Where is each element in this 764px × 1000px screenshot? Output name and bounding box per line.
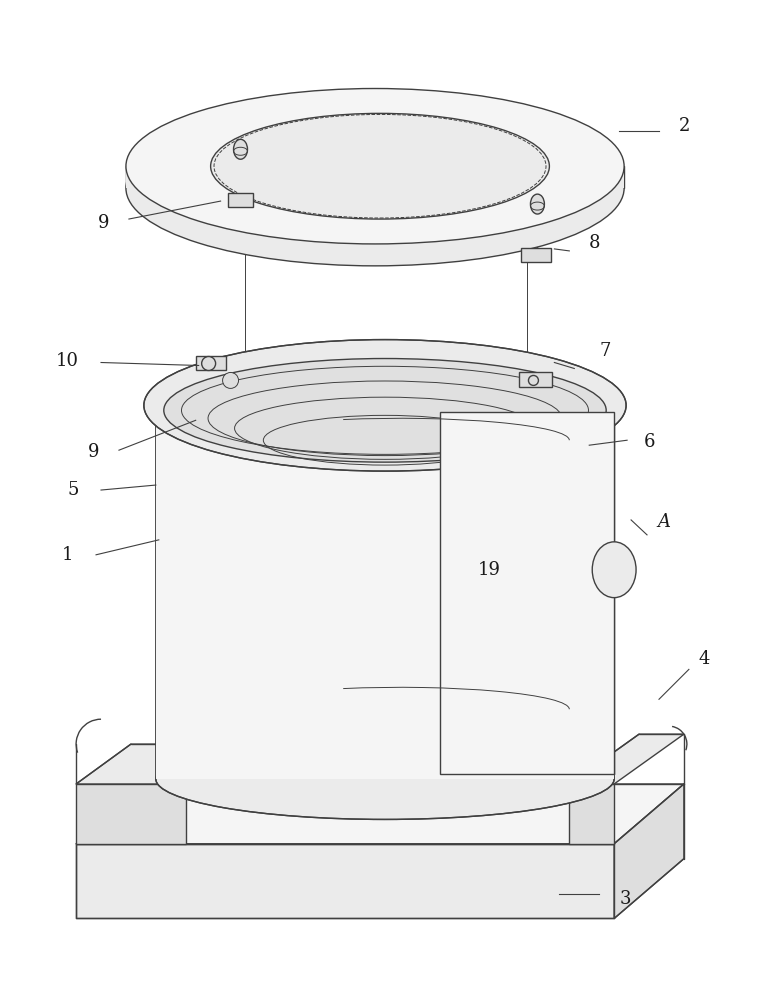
Polygon shape bbox=[156, 410, 614, 779]
Polygon shape bbox=[196, 356, 225, 370]
Polygon shape bbox=[440, 412, 614, 774]
Ellipse shape bbox=[530, 194, 545, 214]
Text: 1: 1 bbox=[62, 546, 73, 564]
Text: 3: 3 bbox=[619, 890, 630, 908]
Text: 10: 10 bbox=[56, 352, 79, 370]
Polygon shape bbox=[76, 844, 614, 918]
Polygon shape bbox=[520, 372, 552, 387]
Text: 19: 19 bbox=[478, 561, 501, 579]
Ellipse shape bbox=[529, 375, 539, 385]
Text: 9: 9 bbox=[88, 443, 99, 461]
Text: 4: 4 bbox=[699, 650, 711, 668]
Polygon shape bbox=[569, 734, 684, 784]
Polygon shape bbox=[76, 744, 241, 784]
Ellipse shape bbox=[144, 340, 626, 471]
Ellipse shape bbox=[126, 89, 624, 244]
Text: 7: 7 bbox=[599, 342, 610, 360]
Text: 8: 8 bbox=[589, 234, 601, 252]
Polygon shape bbox=[569, 784, 614, 844]
Ellipse shape bbox=[126, 110, 624, 266]
Text: 2: 2 bbox=[679, 117, 691, 135]
Polygon shape bbox=[228, 193, 254, 207]
Ellipse shape bbox=[222, 372, 238, 388]
Polygon shape bbox=[76, 784, 684, 844]
Ellipse shape bbox=[156, 739, 614, 819]
Polygon shape bbox=[614, 784, 684, 918]
Ellipse shape bbox=[592, 542, 636, 598]
Ellipse shape bbox=[202, 357, 215, 370]
Polygon shape bbox=[76, 784, 186, 844]
Text: A: A bbox=[657, 513, 670, 531]
Polygon shape bbox=[522, 248, 552, 262]
Polygon shape bbox=[126, 166, 624, 188]
Text: 5: 5 bbox=[68, 481, 79, 499]
Ellipse shape bbox=[234, 139, 248, 159]
Text: 9: 9 bbox=[98, 214, 109, 232]
Ellipse shape bbox=[163, 359, 606, 462]
Text: 6: 6 bbox=[644, 433, 656, 451]
Ellipse shape bbox=[211, 113, 549, 219]
